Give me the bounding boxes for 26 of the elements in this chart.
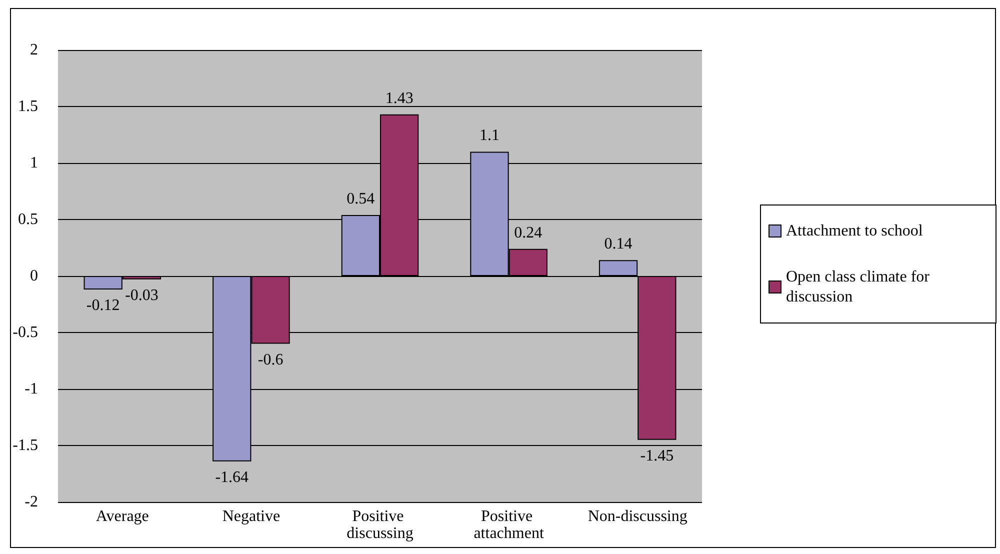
y-tick-label: -2 xyxy=(24,494,38,510)
y-tick-label: -1.5 xyxy=(12,437,38,454)
data-label: 0.24 xyxy=(514,224,542,242)
y-tick-label: 2 xyxy=(30,42,38,58)
x-tick-label: Positive discussing xyxy=(346,508,414,542)
x-tick-label: Non-discussing xyxy=(588,508,688,525)
x-tick-label: Positive attachment xyxy=(474,508,544,542)
data-label: 1.1 xyxy=(479,127,500,144)
y-tick-label: 1.5 xyxy=(18,98,38,115)
data-label: -0.12 xyxy=(86,297,120,314)
x-tick-label: Negative xyxy=(222,508,280,525)
y-tick-label: 0.5 xyxy=(18,211,38,228)
x-tick-label: Average xyxy=(96,508,149,525)
data-label: -0.6 xyxy=(258,351,284,368)
y-tick-label: 1 xyxy=(30,154,38,172)
data-label: -1.64 xyxy=(215,468,249,486)
data-label: 0.54 xyxy=(346,190,375,208)
data-label: 1.43 xyxy=(385,90,414,107)
y-tick-label: -0.5 xyxy=(12,324,38,341)
legend-label: Attachment to school xyxy=(786,222,924,240)
data-label: -1.45 xyxy=(640,447,674,464)
data-label: 0.14 xyxy=(604,236,632,253)
y-tick-label: 0 xyxy=(30,268,38,284)
legend-label: Open class climate for discussion xyxy=(786,268,934,306)
y-tick-label: -1 xyxy=(24,380,38,398)
data-label: -0.03 xyxy=(125,286,158,304)
